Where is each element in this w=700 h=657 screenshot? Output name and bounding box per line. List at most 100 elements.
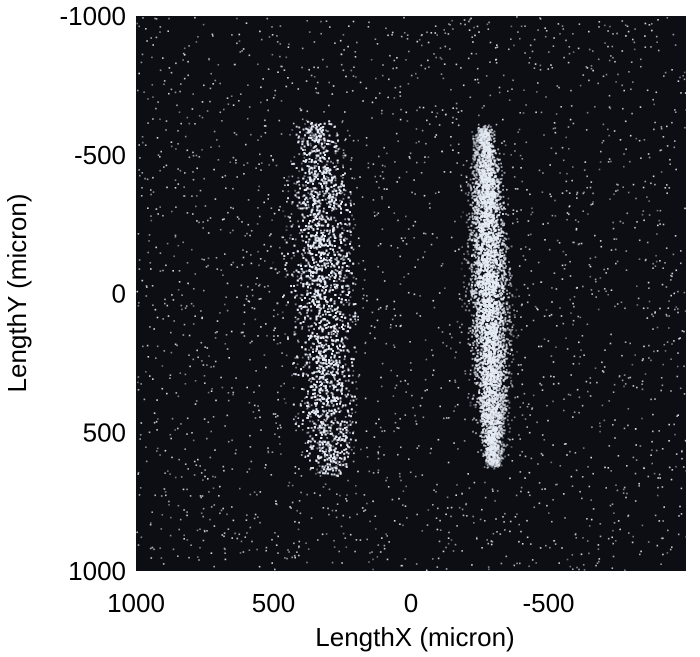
lobe-point [323, 168, 326, 171]
lobe-point [313, 378, 316, 381]
lobe-point [328, 218, 331, 221]
lobe-point [321, 133, 324, 136]
lobe-point [342, 464, 345, 466]
lobe-point [340, 258, 342, 260]
lobe-point [347, 424, 350, 427]
lobe-point [322, 126, 325, 128]
lobe-point [300, 281, 302, 284]
lobe-point [319, 123, 322, 125]
lobe-point [329, 196, 331, 198]
lobe-point [287, 337, 289, 340]
lobe-point [299, 187, 301, 190]
lobe-point [309, 415, 312, 418]
lobe-point [324, 129, 327, 132]
lobe-point [301, 168, 304, 171]
lobe-point [307, 176, 310, 179]
lobe-point [340, 444, 342, 447]
lobe-point [308, 276, 311, 279]
lobe-point [320, 350, 322, 353]
lobe-point [311, 335, 314, 338]
lobe-point [330, 359, 333, 362]
lobe-point [332, 388, 335, 391]
lobe-point [354, 439, 357, 442]
lobe-point [316, 155, 318, 158]
lobe-point [327, 445, 330, 448]
lobe-point [329, 240, 331, 243]
lobe-point [332, 460, 335, 462]
lobe-point [342, 342, 344, 345]
lobe-point [290, 291, 293, 294]
lobe-point [304, 152, 306, 155]
lobe-point [295, 167, 298, 169]
lobe-point [285, 262, 288, 264]
lobe-point [333, 283, 335, 286]
lobe-point [315, 247, 318, 250]
lobe-point [297, 220, 299, 223]
lobe-point [347, 445, 349, 448]
lobe-point [316, 130, 319, 132]
lobe-point [347, 196, 350, 199]
lobe-point [312, 133, 315, 136]
lobe-point [318, 471, 321, 474]
lobe-point [313, 247, 315, 249]
lobe-point [323, 418, 326, 421]
lobe-point [320, 469, 322, 472]
lobe-point [347, 452, 350, 455]
lobe-point [296, 181, 299, 184]
lobe-point [354, 395, 356, 398]
lobe-point [304, 134, 306, 137]
lobe-point [337, 472, 340, 475]
lobe-point [352, 276, 355, 279]
lobe-point [284, 333, 287, 335]
lobe-point [336, 251, 339, 253]
lobe-point [306, 314, 309, 317]
lobe-point [333, 455, 336, 458]
lobe-point [310, 128, 313, 131]
lobe-point [291, 238, 294, 240]
lobe-point [344, 237, 347, 240]
lobe-point [316, 191, 319, 194]
lobe-point [310, 404, 313, 407]
lobe-point [306, 198, 309, 201]
lobe-point [330, 466, 332, 469]
lobe-point [348, 414, 350, 417]
lobe-point [352, 227, 355, 230]
lobe-point [341, 450, 343, 453]
lobe-point [321, 264, 323, 267]
lobe-point [329, 468, 332, 471]
lobe-point [343, 457, 346, 460]
lobe-point [296, 294, 298, 297]
lobe-point [344, 172, 346, 175]
lobe-point [328, 314, 331, 316]
lobe-point [317, 131, 319, 134]
lobe-point [299, 297, 302, 300]
lobe-point [330, 216, 333, 219]
lobe-point [309, 420, 311, 423]
lobe-point [332, 405, 335, 407]
lobe-point [331, 244, 333, 247]
lobe-point [334, 152, 337, 155]
lobe-point [333, 228, 336, 231]
lobe-point [332, 453, 335, 456]
lobe-point [314, 139, 317, 142]
lobe-point [334, 197, 337, 200]
lobe-point [291, 223, 294, 226]
lobe-point [305, 132, 308, 135]
lobe-point [329, 385, 331, 388]
lobe-point [285, 229, 288, 231]
lobe-point [302, 160, 305, 162]
lobe-point [345, 285, 347, 287]
lobe-point [316, 471, 319, 474]
lobe-point [307, 325, 310, 328]
lobe-point [320, 131, 323, 134]
lobe-point [325, 258, 327, 261]
lobe-point [289, 216, 291, 219]
lobe-point [347, 429, 349, 432]
lobe-point [318, 364, 321, 367]
lobe-point [283, 294, 285, 297]
lobe-point [304, 161, 307, 163]
lobe-point [344, 154, 347, 157]
lobe-point [322, 195, 325, 197]
lobe-point [315, 423, 317, 426]
lobe-point [291, 163, 294, 165]
